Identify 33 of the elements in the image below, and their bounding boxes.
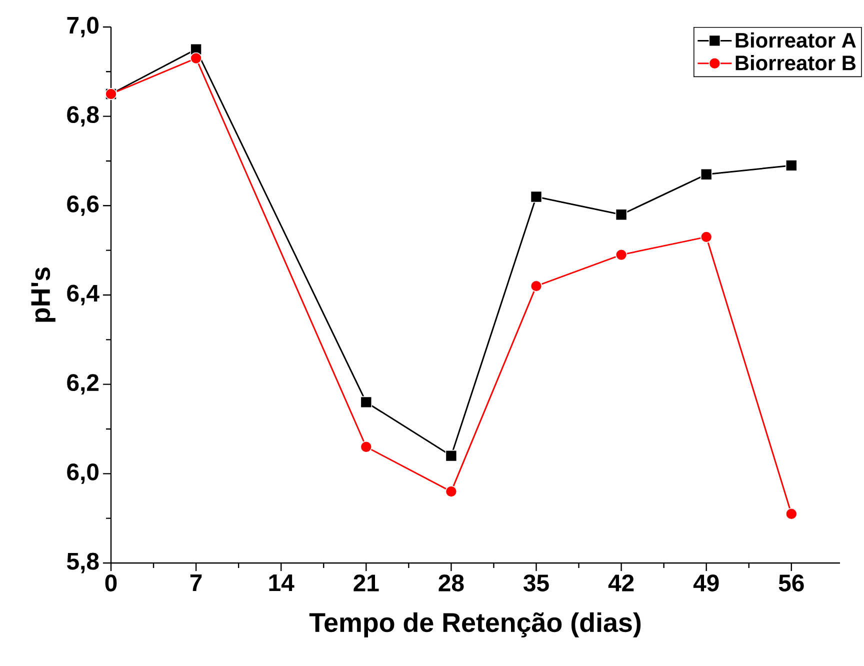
point: [360, 396, 372, 408]
point: [190, 52, 202, 64]
x-tick-label: 0: [105, 574, 117, 592]
y-tick-label: 5,8: [66, 552, 99, 574]
y-tick-label: 6,2: [67, 374, 99, 395]
y-tick-label: 6,6: [67, 195, 99, 216]
x-tick-label: 42: [608, 574, 634, 592]
point: [530, 280, 542, 292]
x-axis-title: Tempo de Retenção (dias): [309, 612, 641, 638]
point: [530, 190, 542, 203]
y-tick-label: 6,8: [67, 106, 99, 127]
x-tick-label: 14: [269, 574, 294, 591]
x-tick-label: 35: [524, 574, 549, 592]
point: [615, 248, 628, 261]
x-tick-label: 28: [438, 574, 464, 592]
y-tick-label: 6,4: [67, 284, 100, 306]
legend-label: Biorreator A: [736, 32, 856, 48]
point: [700, 168, 712, 180]
y-tick-label: 7,0: [67, 16, 98, 38]
point: [786, 160, 798, 172]
y-tick-label: 6,0: [67, 463, 98, 484]
point: [445, 486, 458, 498]
legend-label: Biorreator B: [736, 55, 856, 70]
point: [360, 440, 372, 453]
y-axis-title: pH's: [31, 267, 56, 322]
point: [445, 450, 458, 462]
point: [700, 231, 712, 243]
point: [615, 208, 628, 220]
point: [786, 508, 798, 520]
x-tick-label: 56: [778, 574, 804, 592]
x-tick-label: 49: [693, 574, 719, 592]
x-tick-label: 7: [190, 574, 202, 591]
x-tick-label: 21: [354, 574, 379, 592]
